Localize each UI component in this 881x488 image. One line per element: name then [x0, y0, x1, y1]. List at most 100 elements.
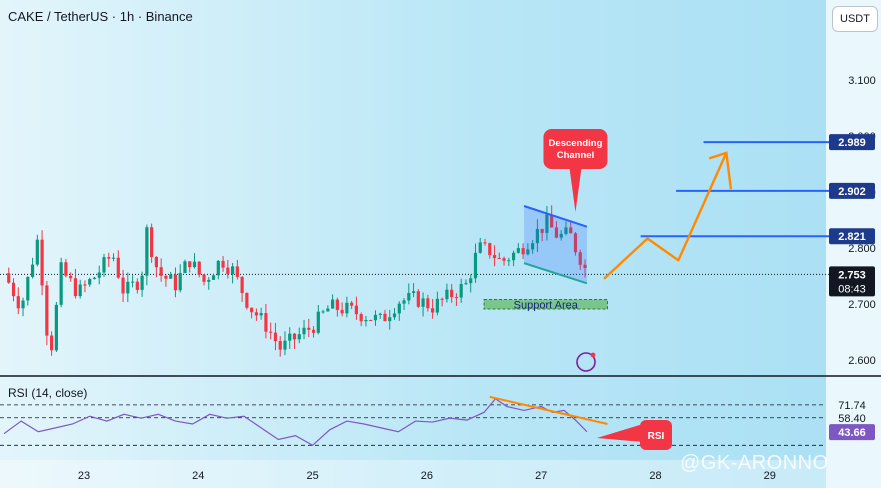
candle-body: [407, 292, 411, 301]
y-tick-label: 2.600: [848, 355, 876, 367]
candle-body: [178, 272, 182, 291]
candle-body: [488, 243, 492, 256]
candle-body: [259, 313, 263, 316]
candle-body: [288, 333, 292, 341]
candle-body: [164, 275, 168, 279]
candle-body: [311, 329, 316, 333]
candle-body: [326, 308, 330, 312]
candle-body: [483, 242, 487, 244]
level-price-badge: [829, 228, 875, 245]
candle-body: [450, 289, 454, 298]
candle-body: [54, 304, 58, 351]
candle-body: [421, 298, 425, 307]
candle-body: [116, 257, 120, 278]
level-price-label: 2.821: [838, 231, 866, 243]
candle-body: [464, 283, 468, 285]
candle-body: [507, 260, 511, 262]
candle-body: [497, 258, 501, 260]
channel-lower-line: [523, 262, 588, 285]
time-axis-panel: [0, 460, 826, 488]
candle-body: [369, 320, 373, 322]
watermark: @GK-ARONNO: [680, 452, 829, 474]
rsi-callout-label: RSI: [648, 431, 665, 442]
candle-body: [221, 260, 225, 268]
candle-body: [183, 261, 187, 273]
candle-body: [354, 305, 359, 315]
candle-body: [273, 332, 278, 342]
candle-body: [64, 262, 68, 276]
candle-body: [145, 227, 149, 276]
candle-body: [26, 276, 30, 301]
candle-body: [402, 300, 406, 304]
candle-body: [469, 278, 473, 284]
candle-body: [378, 313, 382, 315]
current-price-label: 2.753: [838, 269, 866, 281]
candle-body: [35, 239, 39, 265]
candle-body: [473, 252, 478, 279]
support-area-label: Support Area: [514, 299, 579, 311]
candle-body: [359, 314, 363, 322]
candle-body: [211, 275, 216, 280]
y-tick-label: 2.800: [848, 243, 876, 255]
candle-body: [240, 276, 244, 293]
candle-body: [107, 257, 111, 259]
candle-body: [30, 264, 35, 277]
rsi-level-label: 58.40: [838, 413, 866, 425]
y-tick-label: 3.100: [848, 75, 876, 87]
candle-body: [345, 302, 349, 314]
candle-body: [269, 331, 273, 333]
candle-body: [40, 239, 44, 286]
candle-body: [250, 307, 254, 313]
level-price-label: 2.989: [838, 137, 866, 149]
rsi-value-label: 43.66: [838, 427, 866, 439]
x-tick-label: 24: [192, 470, 204, 482]
candle-body: [216, 260, 220, 276]
support-area-box: [483, 299, 608, 310]
channel-callout: [543, 129, 608, 169]
symbol-title: CAKE / TetherUS · 1h · Binance: [8, 9, 193, 24]
candle-body: [297, 334, 301, 340]
candle-body: [111, 257, 116, 259]
candle-body: [283, 340, 287, 350]
current-price-badge: [829, 266, 875, 297]
candle-body: [264, 313, 268, 332]
rsi-level-label: 71.74: [838, 400, 866, 412]
candle-body: [364, 320, 368, 322]
candle-body: [73, 278, 78, 297]
candle-body: [202, 274, 206, 282]
candle-body: [292, 333, 297, 340]
candle-body: [188, 261, 192, 268]
candle-body: [531, 243, 535, 250]
candle-body: [335, 299, 339, 310]
candle-body: [245, 292, 249, 308]
candle-body: [59, 262, 63, 305]
candle-body: [478, 242, 482, 253]
candle-body: [302, 327, 306, 335]
alert-icon-dot: [590, 352, 596, 358]
candle-body: [69, 275, 73, 279]
candle-body: [373, 314, 378, 321]
rsi-line: [3, 397, 588, 447]
candle-body: [440, 298, 444, 300]
candle-body: [173, 274, 178, 291]
x-tick-label: 27: [535, 470, 547, 482]
candle-body: [130, 281, 135, 283]
candle-body: [502, 258, 506, 261]
countdown-label: 08:43: [838, 283, 866, 295]
candle-body: [340, 309, 344, 314]
candle-body: [121, 277, 125, 294]
candle-body: [388, 317, 392, 322]
currency-button[interactable]: USDT: [832, 6, 878, 32]
level-price-label: 2.902: [838, 186, 866, 198]
candle-body: [559, 233, 563, 238]
candle-body: [350, 302, 354, 306]
rsi-callout-pointer: [597, 424, 643, 442]
candle-body: [435, 298, 439, 313]
rsi-title: RSI (14, close): [8, 386, 88, 400]
candle-body: [50, 335, 54, 351]
candle-body: [521, 248, 525, 255]
candle-body: [83, 284, 87, 286]
candle-body: [431, 308, 435, 313]
x-tick-label: 23: [78, 470, 90, 482]
